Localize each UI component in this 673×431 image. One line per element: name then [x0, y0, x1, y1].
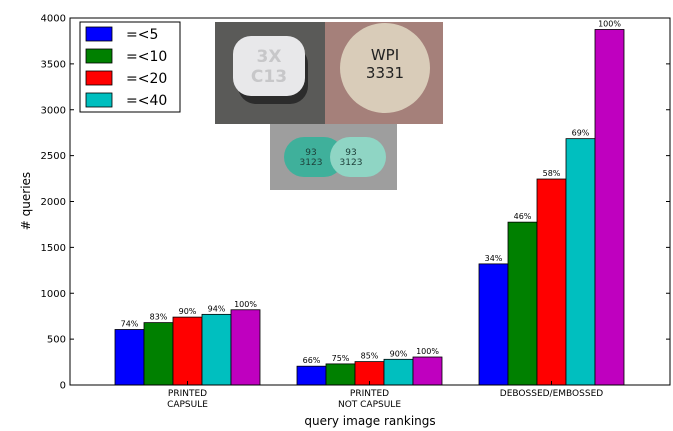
y-tick-label-4: 2000 [41, 197, 66, 208]
data-label-2-1: 46% [514, 212, 532, 221]
x-category-label-2-0: DEBOSSED/EMBOSSED [500, 389, 603, 399]
y-tick-label-6: 3000 [41, 105, 66, 116]
y-tick-label-0: 0 [60, 381, 66, 392]
legend-items: =<5 =<10 =<20 =<40 [85, 26, 167, 109]
bar-2-2 [536, 178, 567, 386]
data-label-2-4: 100% [598, 19, 621, 28]
x-category-label-0-0: PRINTED [168, 389, 207, 399]
y-tick-label-5: 2500 [41, 151, 66, 162]
inset-photo-capsule-imprint-1: 93 [305, 148, 316, 158]
x-category-label-0-1: CAPSULE [167, 400, 208, 410]
bar-0-3 [201, 313, 232, 386]
data-label-0-1: 83% [150, 313, 168, 322]
inset-photo-capsule-imprint-4: 3123 [340, 158, 363, 168]
bar-1-0 [296, 365, 327, 386]
bar-1-3 [383, 358, 414, 386]
legend-swatch-0 [85, 26, 113, 42]
data-label-0-2: 90% [179, 307, 197, 316]
bar-1-4 [412, 356, 443, 386]
data-label-2-3: 69% [572, 129, 590, 138]
inset-photo-white-tablet-imprint-line2: C13 [251, 67, 287, 87]
y-tick-label-3: 1500 [41, 243, 66, 254]
data-label-1-2: 85% [361, 352, 379, 361]
legend-label-3: =<40 [126, 93, 167, 109]
bars-group [114, 29, 625, 386]
inset-photo-white-tablet-imprint-line1: 3X [257, 47, 282, 67]
inset-photo-beige-tablet-imprint-line2: 3331 [366, 64, 404, 82]
inset-photos: 3X C13 WPI 3331 93 3123 93 3123 [215, 22, 443, 190]
data-label-1-1: 75% [332, 354, 350, 363]
inset-photo-beige-tablet-pill [340, 23, 430, 113]
inset-photo-capsule-left-half [284, 137, 344, 177]
legend-label-0: =<5 [126, 27, 158, 43]
y-tick-label-2: 1000 [41, 289, 66, 300]
legend-swatch-2 [85, 70, 113, 86]
data-label-1-3: 90% [390, 349, 408, 358]
bar-0-4 [230, 309, 261, 386]
bar-2-4 [594, 29, 625, 386]
data-labels-group: 74% 83% 90% 94% 100% 66% 75% 85% 90% 100% 34% 46% 58… [121, 19, 622, 365]
y-axis-title: # queries [19, 172, 33, 230]
inset-photo-capsule-imprint-3: 93 [345, 148, 356, 158]
inset-photo-beige-tablet-imprint-line1: WPI [371, 46, 399, 64]
inset-photo-capsule-imprint-2: 3123 [300, 158, 323, 168]
data-label-1-4: 100% [416, 347, 439, 356]
x-axis-title: query image rankings [304, 414, 435, 428]
inset-photo-beige-tablet: WPI 3331 [325, 22, 443, 124]
legend-swatch-3 [85, 92, 113, 108]
bar-2-1 [507, 221, 538, 386]
y-axis: 0 500 1000 1500 2000 2500 3000 3500 4000 [41, 14, 670, 392]
inset-photo-capsule-right-half [330, 137, 386, 177]
y-tick-label-8: 4000 [41, 14, 66, 25]
data-label-0-4: 100% [234, 300, 257, 309]
bar-0-1 [143, 322, 174, 386]
y-tick-label-1: 500 [47, 335, 66, 346]
bar-2-0 [478, 263, 509, 386]
x-category-label-1-1: NOT CAPSULE [338, 400, 401, 410]
data-label-2-2: 58% [543, 169, 561, 178]
data-label-2-0: 34% [485, 254, 503, 263]
y-tick-label-7: 3500 [41, 59, 66, 70]
x-category-label-1-0: PRINTED [350, 389, 389, 399]
legend-swatch-1 [85, 48, 113, 64]
data-label-0-3: 94% [208, 304, 226, 313]
bar-0-2 [172, 316, 203, 386]
legend: =<5 =<10 =<20 =<40 [79, 21, 181, 113]
inset-photo-white-tablet: 3X C13 [215, 22, 325, 124]
data-label-1-0: 66% [303, 356, 321, 365]
bar-0-0 [114, 329, 145, 386]
legend-label-1: =<10 [126, 49, 167, 65]
data-label-0-0: 74% [121, 319, 139, 328]
bar-1-1 [325, 363, 356, 386]
inset-photo-white-tablet-pill [233, 36, 305, 96]
inset-photo-capsule: 93 3123 93 3123 [270, 124, 397, 190]
legend-label-2: =<20 [126, 71, 167, 87]
bar-2-3 [565, 138, 596, 386]
